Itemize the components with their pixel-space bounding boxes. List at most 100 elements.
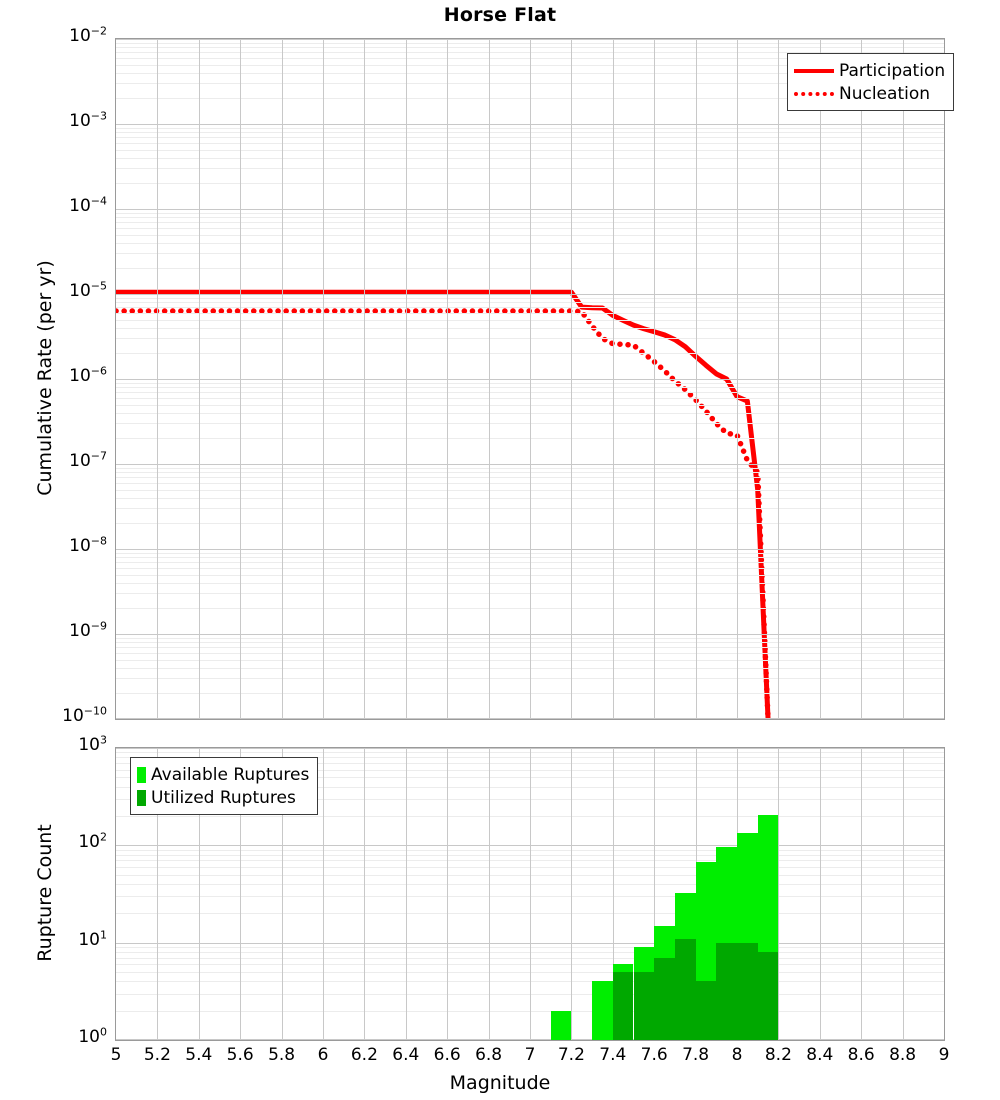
dotted-line-icon — [794, 91, 834, 96]
legend-item-available-ruptures: Available Ruptures — [137, 763, 309, 786]
vertical-gridline — [282, 748, 283, 1040]
vertical-gridline — [861, 748, 862, 1040]
legend-label-utilized-ruptures: Utilized Ruptures — [151, 787, 296, 808]
vertical-gridline — [199, 748, 200, 1040]
x-axis-tick-label: 7.6 — [640, 1045, 668, 1065]
y-axis-tick-label: 100 — [78, 1025, 107, 1047]
y-axis-tick-label: 10−4 — [69, 194, 107, 216]
bar-utilized-ruptures — [654, 957, 675, 1040]
bar-utilized-ruptures — [768, 952, 779, 1040]
vertical-gridline — [820, 748, 821, 1040]
vertical-gridline — [406, 39, 407, 719]
bar-utilized-ruptures — [716, 942, 737, 1040]
vertical-gridline — [861, 39, 862, 719]
vertical-gridline — [654, 748, 655, 1040]
x-axis-tick-label: 7 — [524, 1045, 536, 1065]
legend-item-nucleation: Nucleation — [794, 82, 945, 105]
utilized-color-icon — [137, 789, 146, 806]
vertical-gridline — [489, 39, 490, 719]
page-title: Horse Flat — [443, 4, 557, 26]
x-axis-tick-label: 8.6 — [847, 1045, 875, 1065]
x-axis-tick-label: 7.8 — [682, 1045, 710, 1065]
vertical-gridline — [530, 748, 531, 1040]
x-axis-tick-label: 8.8 — [889, 1045, 917, 1065]
x-axis-tick-label: 8.4 — [806, 1045, 834, 1065]
y-axis-tick-label: 102 — [78, 830, 107, 853]
vertical-gridline — [654, 39, 655, 719]
legend-item-utilized-ruptures: Utilized Ruptures — [137, 786, 309, 809]
solid-line-icon — [794, 68, 834, 73]
vertical-gridline — [778, 748, 779, 1040]
vertical-gridline — [406, 748, 407, 1040]
top-plot-area — [116, 39, 944, 719]
x-axis-tick-label: 8.2 — [764, 1045, 792, 1065]
y-axis-tick-label: 10−5 — [69, 279, 107, 301]
y-axis-tick-label: 10−3 — [69, 109, 107, 131]
vertical-gridline — [820, 39, 821, 719]
bottom-panel-y-axis-label: Rupture Count — [34, 824, 56, 962]
vertical-gridline — [903, 748, 904, 1040]
bar-available-ruptures — [592, 981, 613, 1040]
y-axis-tick-label: 10−10 — [62, 704, 107, 726]
nucleation-curve — [116, 308, 771, 719]
x-axis-tick-label: 5.6 — [226, 1045, 254, 1065]
x-axis-tick-label: 6 — [317, 1045, 329, 1065]
y-axis-tick-label: 10−6 — [69, 364, 107, 386]
x-axis-tick-label: 5 — [110, 1045, 122, 1065]
vertical-gridline — [240, 39, 241, 719]
x-axis-tick-label: 5.8 — [268, 1045, 296, 1065]
x-axis-tick-label: 7.4 — [599, 1045, 627, 1065]
bar-utilized-ruptures — [695, 981, 717, 1040]
bar-utilized-ruptures — [633, 971, 655, 1040]
vertical-gridline — [613, 39, 614, 719]
legend-label-participation: Participation — [839, 60, 946, 81]
legend-item-participation: Participation — [794, 59, 945, 82]
x-axis-tick-label: 6.4 — [392, 1045, 420, 1065]
x-axis-tick-label: 7.2 — [557, 1045, 585, 1065]
participation-curve — [116, 289, 771, 719]
vertical-gridline — [364, 748, 365, 1040]
vertical-gridline — [571, 748, 572, 1040]
top-panel-legend: Participation Nucleation — [787, 53, 955, 111]
y-axis-tick-label: 103 — [78, 733, 107, 755]
x-axis-tick-label: 5.4 — [185, 1045, 213, 1065]
y-axis-tick-label: 10−2 — [69, 24, 107, 46]
vertical-gridline — [240, 748, 241, 1040]
x-axis-tick-label: 6.2 — [350, 1045, 378, 1065]
vertical-gridline — [903, 39, 904, 719]
y-axis-tick-label: 10−9 — [69, 619, 107, 641]
rupture-count-plot — [115, 747, 945, 1041]
vertical-gridline — [323, 748, 324, 1040]
vertical-gridline — [778, 39, 779, 719]
vertical-gridline — [447, 748, 448, 1040]
x-axis-tick-label: 6.8 — [475, 1045, 503, 1065]
x-axis-tick-label: 5.2 — [143, 1045, 171, 1065]
vertical-gridline — [157, 39, 158, 719]
y-axis-tick-label: 10−8 — [69, 534, 107, 556]
x-axis-tick-label: 8 — [731, 1045, 743, 1065]
bottom-panel-legend: Available Ruptures Utilized Ruptures — [130, 757, 319, 815]
cumulative-rate-plot — [115, 38, 945, 720]
legend-label-nucleation: Nucleation — [839, 83, 931, 104]
y-axis-tick-label: 10−7 — [69, 449, 107, 471]
bar-utilized-ruptures — [737, 942, 758, 1040]
vertical-gridline — [282, 39, 283, 719]
vertical-gridline — [364, 39, 365, 719]
vertical-gridline — [696, 39, 697, 719]
vertical-gridline — [530, 39, 531, 719]
available-color-icon — [137, 766, 146, 783]
vertical-gridline — [447, 39, 448, 719]
vertical-gridline — [613, 748, 614, 1040]
legend-label-available-ruptures: Available Ruptures — [151, 764, 310, 785]
vertical-gridline — [489, 748, 490, 1040]
vertical-gridline — [737, 39, 738, 719]
x-axis-tick-label: 9 — [938, 1045, 950, 1065]
bottom-plot-area — [116, 748, 944, 1040]
x-axis-label: Magnitude — [449, 1072, 551, 1094]
vertical-gridline — [199, 39, 200, 719]
vertical-gridline — [157, 748, 158, 1040]
vertical-gridline — [571, 39, 572, 719]
bar-available-ruptures — [550, 1010, 572, 1040]
vertical-gridline — [323, 39, 324, 719]
